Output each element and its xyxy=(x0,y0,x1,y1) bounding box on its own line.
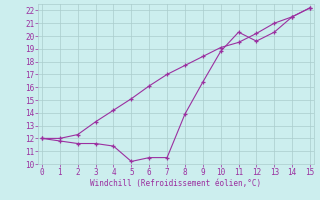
X-axis label: Windchill (Refroidissement éolien,°C): Windchill (Refroidissement éolien,°C) xyxy=(91,179,261,188)
